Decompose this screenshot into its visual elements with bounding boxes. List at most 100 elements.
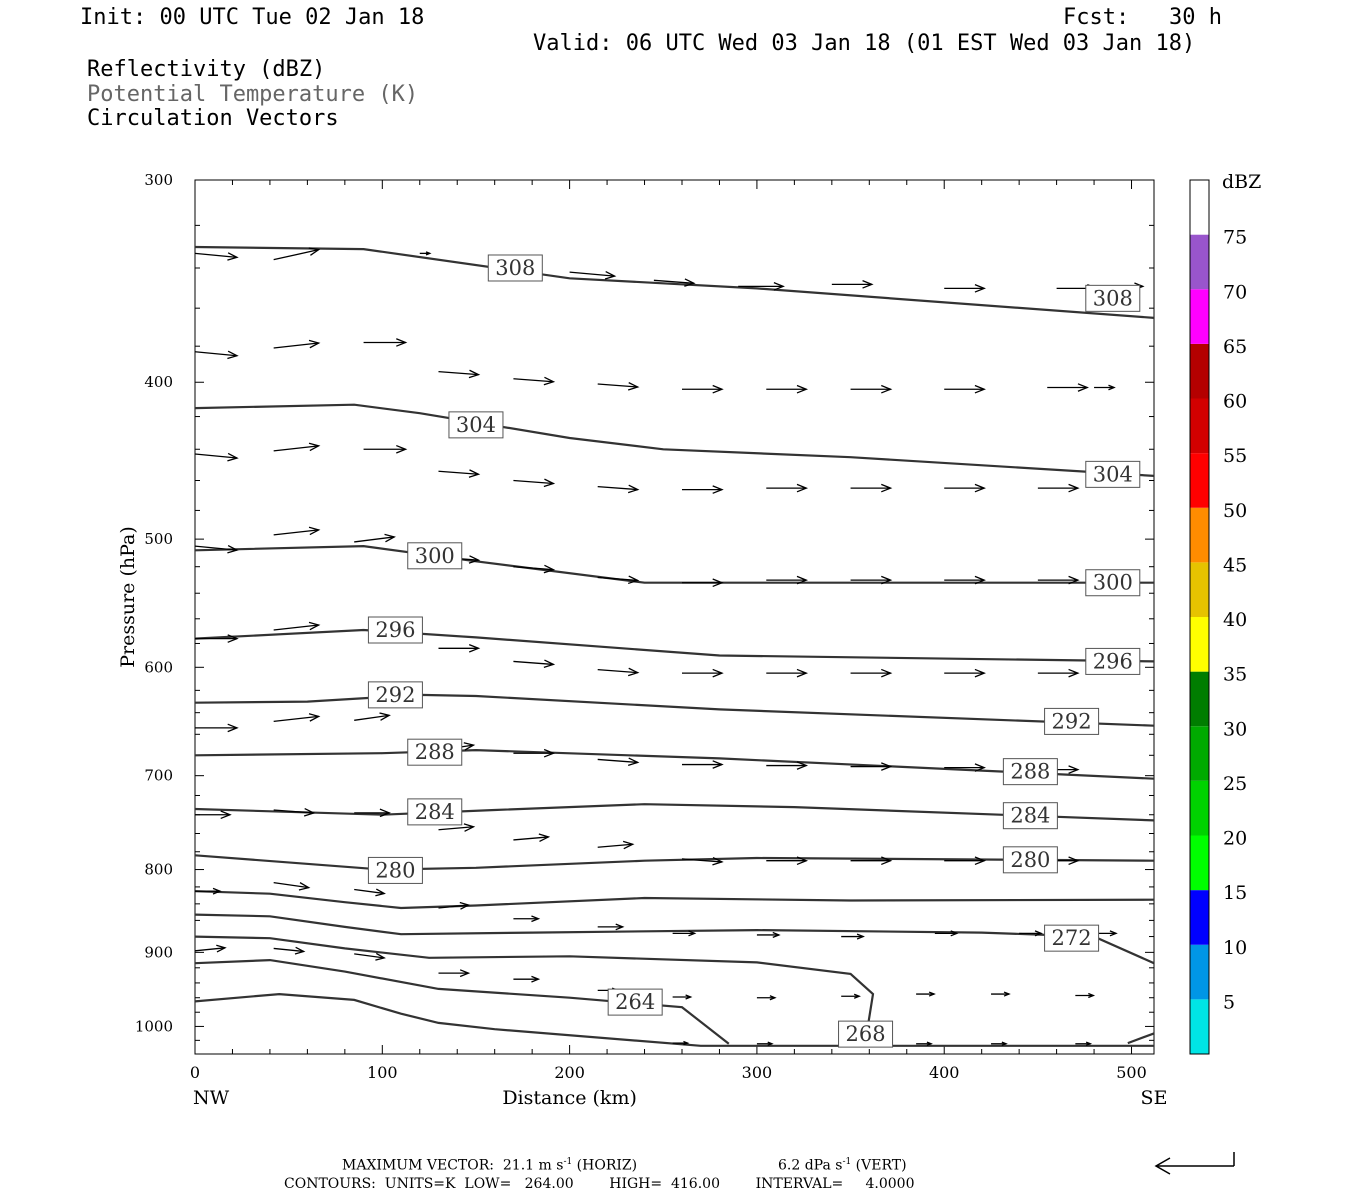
isentrope-line: [195, 628, 1154, 663]
vector-head: [379, 712, 391, 721]
vector-head: [796, 483, 809, 493]
vector-head: [767, 1041, 774, 1047]
vector-head: [468, 555, 481, 564]
contour-label-box: [1002, 846, 1058, 874]
isentrope-line: [195, 245, 1154, 319]
vector-head: [308, 526, 321, 536]
vector-head: [212, 887, 222, 895]
vector-head: [769, 995, 777, 1001]
valid-time: Valid: 06 UTC Wed 03 Jan 18 (01 EST Wed …: [533, 31, 1196, 56]
contour-label: 284: [1010, 804, 1050, 828]
vector-head: [468, 643, 481, 653]
x-tick-label: 300: [742, 1063, 773, 1082]
colorbar-segment: [1190, 562, 1209, 617]
vector-head: [294, 946, 306, 955]
vert-exponent: -1: [842, 1157, 852, 1167]
vector-head: [974, 575, 986, 585]
vector-head: [881, 762, 893, 771]
y-tick-label: 500: [144, 530, 173, 548]
colorbar-segment: [1190, 289, 1209, 344]
vector-shaft: [195, 252, 238, 259]
vector-head: [796, 668, 809, 678]
vector-shaft: [513, 566, 554, 571]
vector-head: [881, 483, 893, 493]
vector-head: [712, 668, 724, 678]
vector-head: [853, 993, 861, 999]
x-tick-label: 500: [1116, 1063, 1147, 1082]
colorbar-segment: [1190, 507, 1209, 563]
vector-head: [974, 284, 986, 293]
vector-head: [375, 888, 386, 897]
isentropes: [195, 245, 1154, 1047]
plot-frame: [194, 179, 1155, 1055]
colorbar-segment: [1190, 890, 1209, 945]
contour-label-box: [407, 798, 463, 826]
vector-shaft: [597, 668, 638, 674]
y-tick-label: 600: [144, 658, 173, 676]
contour-label: 264: [615, 990, 655, 1014]
max-vector-label: MAXIMUM VECTOR:: [342, 1157, 494, 1174]
contour-label: 288: [1010, 760, 1050, 784]
vector-head: [538, 833, 551, 843]
vector-head: [796, 384, 809, 394]
colorbar-tick-label: 35: [1223, 664, 1247, 686]
contour-label: 304: [1093, 462, 1133, 486]
vector-head: [227, 544, 239, 554]
forecast-hour: Fcst: 30 h: [1063, 5, 1222, 30]
colorbar-tick-label: 25: [1223, 773, 1247, 795]
vector-head: [685, 994, 693, 1000]
colorbar-segment: [1190, 999, 1209, 1054]
vector-head: [862, 280, 874, 289]
colorbar-segment: [1190, 180, 1209, 235]
vector-head: [375, 952, 386, 961]
vector-head: [712, 384, 724, 394]
colorbar-segment: [1190, 234, 1209, 290]
vector-head: [712, 485, 724, 494]
vector-head: [881, 856, 893, 866]
contour-label: 292: [1052, 709, 1092, 733]
vector-head: [683, 1040, 690, 1046]
contour-label-box: [607, 988, 663, 1016]
vector-shaft: [354, 888, 385, 895]
contour-label-box: [367, 856, 423, 884]
colorbar-segment: [1190, 453, 1209, 508]
vector-head: [796, 856, 809, 866]
contour-label: 308: [1093, 286, 1133, 310]
colorbar-segment: [1190, 780, 1209, 836]
vector-head: [459, 969, 471, 978]
vector-shaft: [681, 858, 723, 863]
vector-head: [463, 823, 476, 832]
contour-label: 304: [456, 413, 496, 437]
vector-head: [227, 252, 239, 261]
x-tick-label: 400: [929, 1063, 960, 1082]
vector-head: [712, 578, 724, 588]
vector-head: [1109, 930, 1118, 937]
horiz-suffix: (HORIZ): [572, 1157, 638, 1174]
contour-label: 292: [375, 683, 415, 707]
vector-head: [303, 807, 316, 817]
colorbar-title: dBZ: [1222, 171, 1261, 193]
colorbar-segment: [1190, 835, 1209, 891]
vector-head: [425, 251, 432, 256]
vector-shaft: [195, 453, 238, 459]
vector-head: [627, 484, 640, 494]
vector-head: [227, 350, 239, 360]
vector-shaft: [195, 545, 238, 551]
vector-head: [796, 761, 809, 770]
vector-head: [604, 271, 617, 280]
max-vector-vert-note: 6.2 dPa s-1 (VERT): [778, 1157, 907, 1174]
contour-label-box: [838, 1020, 894, 1048]
vector-shaft: [438, 904, 469, 909]
isentrope-line: [195, 544, 1154, 584]
vector-head: [856, 933, 865, 940]
contour-label-box: [1002, 802, 1058, 830]
contour-label: 300: [1093, 571, 1133, 595]
contour-info: CONTOURS: UNITS=K LOW= 264.00 HIGH= 416.…: [284, 1176, 915, 1192]
colorbar-tick-label: 40: [1223, 609, 1247, 631]
contour-label-box: [487, 254, 543, 282]
vector-head: [308, 713, 321, 722]
colorbar-tick-label: 55: [1223, 445, 1247, 467]
contour-label-box: [1085, 284, 1141, 312]
colorbar-tick-label: 60: [1223, 391, 1247, 413]
vector-head: [974, 384, 986, 394]
